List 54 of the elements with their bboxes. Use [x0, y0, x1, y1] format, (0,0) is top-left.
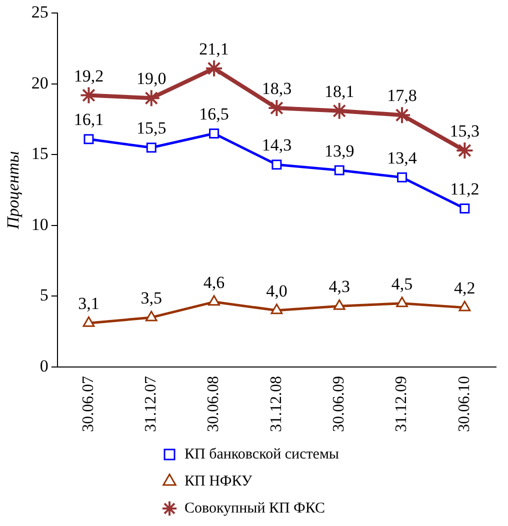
point — [456, 141, 474, 160]
data-label: 4,0 — [266, 281, 288, 300]
point — [145, 310, 158, 322]
y-tick-label: 25 — [31, 2, 48, 22]
legend-label: КП НФКУ — [184, 473, 252, 490]
x-tick-label: 30.06.09 — [330, 376, 348, 432]
point — [396, 296, 408, 308]
data-label: 16,1 — [74, 110, 104, 130]
data-label: 4,5 — [391, 274, 413, 294]
point — [272, 160, 282, 170]
data-label: 17,8 — [387, 86, 417, 106]
data-label: 13,9 — [324, 141, 354, 160]
x-tick-label: 31.12.07 — [142, 376, 160, 432]
y-tick-label: 5 — [40, 286, 48, 305]
data-label: 3,1 — [78, 294, 100, 314]
point — [397, 172, 408, 182]
point — [146, 142, 156, 153]
point — [460, 204, 470, 214]
x-tick-label: 31.12.08 — [268, 376, 285, 432]
data-label: 15,3 — [450, 121, 480, 140]
data-label: 11,2 — [450, 179, 480, 198]
data-label: 16,5 — [199, 104, 229, 124]
data-label: 19,0 — [136, 69, 166, 88]
x-tick-label: 30.06.07 — [80, 376, 97, 432]
point — [84, 134, 94, 144]
y-tick-label: 20 — [31, 73, 48, 92]
point — [209, 128, 220, 138]
data-label: 13,4 — [387, 148, 418, 168]
point — [458, 300, 471, 312]
point — [334, 165, 344, 176]
x-tick-label: 31.12.09 — [393, 376, 410, 432]
data-label: 19,2 — [74, 66, 104, 86]
y-tick-label: 0 — [40, 356, 48, 376]
point — [208, 295, 220, 306]
data-label: 4,2 — [454, 278, 476, 298]
point — [333, 299, 346, 310]
y-tick-label: 15 — [31, 144, 48, 164]
point — [205, 59, 224, 78]
point — [82, 316, 95, 327]
y-tick-label: 10 — [31, 214, 48, 234]
data-label: 14,3 — [262, 136, 292, 155]
x-tick-label: 30.06.10 — [456, 376, 473, 432]
y-axis-title: Проценты — [4, 151, 23, 230]
legend-label: КП банковской системы — [184, 446, 340, 462]
legend-label: Совокупный КП ФКС — [184, 500, 326, 516]
data-label: 15,5 — [136, 118, 166, 138]
x-tick-label: 30.06.08 — [205, 376, 222, 432]
data-label: 18,3 — [262, 78, 292, 98]
data-label: 3,5 — [140, 288, 162, 308]
data-label: 4,3 — [328, 277, 350, 296]
point — [270, 304, 283, 314]
data-label: 18,1 — [324, 82, 354, 101]
data-label: 21,1 — [199, 39, 229, 58]
data-label: 4,6 — [203, 272, 225, 292]
